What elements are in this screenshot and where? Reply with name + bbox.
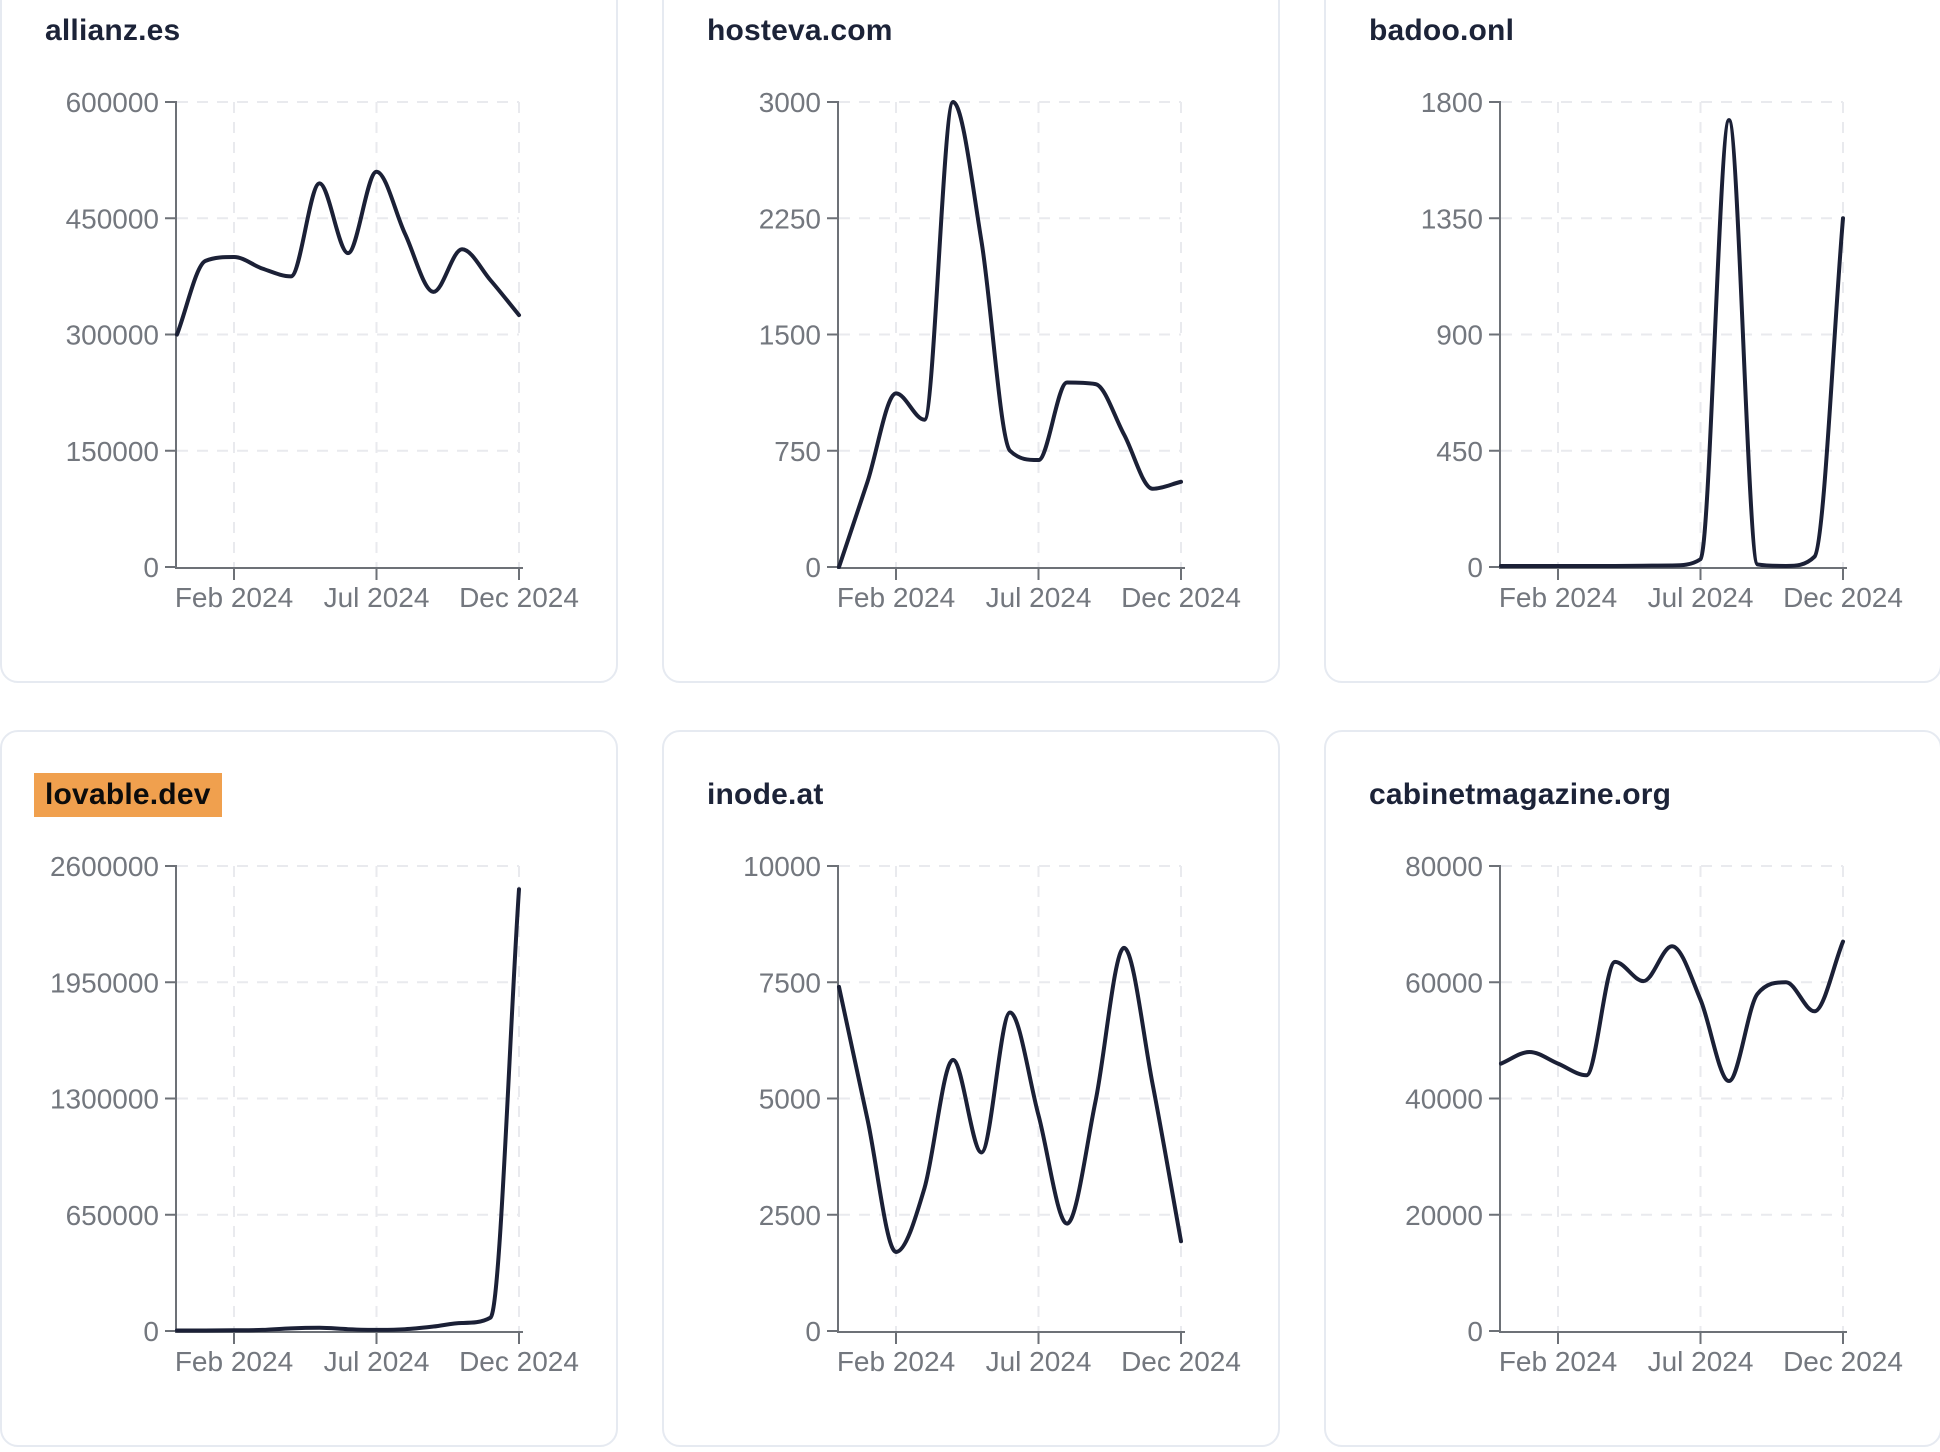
y-axis-tick-label: 80000 — [1405, 851, 1483, 882]
y-axis-tick-label: 0 — [143, 1316, 159, 1347]
x-axis-tick-label: Dec 2024 — [1783, 1346, 1903, 1377]
domain-card-lovable-dev[interactable]: 0 650000 1300000 1950000 2600000 Feb 2024 Jul … — [0, 730, 618, 1447]
y-axis-tick-label: 60000 — [1405, 967, 1483, 998]
y-axis-tick-label: 20000 — [1405, 1200, 1483, 1231]
y-axis-tick-label: 40000 — [1405, 1084, 1483, 1115]
x-axis-tick-label: Feb 2024 — [175, 1346, 293, 1377]
traffic-chart: 0 750 1500 2250 3000 Feb 2024 Jul 2024 Dec 2024 — [759, 87, 1241, 613]
y-axis-tick-label: 150000 — [66, 436, 159, 467]
y-axis-tick-label: 10000 — [743, 851, 821, 882]
y-axis-tick-label: 450000 — [66, 203, 159, 234]
y-axis-tick-label: 7500 — [759, 967, 821, 998]
domain-card-badoo-onl[interactable]: 0 450 900 1350 1800 Feb 2024 Jul 2024 Dec 2024 … — [1324, 0, 1940, 683]
traffic-chart: 0 20000 40000 60000 80000 Feb 2024 Jul 2024 Dec… — [1405, 851, 1903, 1377]
x-axis-tick-label: Feb 2024 — [1499, 582, 1617, 613]
y-axis-tick-label: 1950000 — [50, 967, 159, 998]
y-axis-tick-label: 2500 — [759, 1200, 821, 1231]
traffic-line — [175, 169, 521, 337]
x-axis-tick-label: Jul 2024 — [324, 582, 430, 613]
y-axis-tick-label: 600000 — [66, 87, 159, 118]
x-axis-tick-label: Dec 2024 — [1121, 582, 1241, 613]
domain-card-inode-at[interactable]: 0 2500 5000 7500 10000 Feb 2024 Jul 2024 Dec 20… — [662, 730, 1280, 1447]
traffic-chart: 0 650000 1300000 1950000 2600000 Feb 2024 Jul … — [50, 851, 579, 1377]
traffic-line — [1499, 118, 1845, 568]
y-axis-tick-label: 0 — [1467, 552, 1483, 583]
x-axis-tick-label: Jul 2024 — [1648, 1346, 1754, 1377]
domain-title: hosteva.com — [707, 14, 893, 47]
traffic-line — [837, 100, 1183, 569]
x-axis-tick-label: Jul 2024 — [986, 1346, 1092, 1377]
domain-title: cabinetmagazine.org — [1369, 778, 1672, 811]
traffic-line — [1499, 939, 1845, 1084]
traffic-chart: 0 150000 300000 450000 600000 Feb 2024 Jul 202… — [66, 87, 579, 613]
x-axis-tick-label: Dec 2024 — [459, 1346, 579, 1377]
traffic-line — [837, 945, 1183, 1254]
x-axis-tick-label: Jul 2024 — [986, 582, 1092, 613]
x-axis-tick-label: Feb 2024 — [837, 1346, 955, 1377]
domain-card-hosteva-com[interactable]: 0 750 1500 2250 3000 Feb 2024 Jul 2024 Dec 2024… — [662, 0, 1280, 683]
y-axis-tick-label: 900 — [1436, 320, 1483, 351]
x-axis-tick-label: Feb 2024 — [837, 582, 955, 613]
y-axis-tick-label: 2600000 — [50, 851, 159, 882]
y-axis-tick-label: 750 — [774, 436, 821, 467]
domain-card-cabinetmagazine-org[interactable]: 0 20000 40000 60000 80000 Feb 2024 Jul 2024 Dec… — [1324, 730, 1940, 1447]
y-axis-tick-label: 0 — [143, 552, 159, 583]
y-axis-tick-label: 650000 — [66, 1200, 159, 1231]
y-axis-tick-label: 1800 — [1421, 87, 1483, 118]
y-axis-tick-label: 0 — [805, 552, 821, 583]
x-axis-tick-label: Feb 2024 — [175, 582, 293, 613]
y-axis-tick-label: 300000 — [66, 320, 159, 351]
domain-card-allianz-es[interactable]: 0 150000 300000 450000 600000 Feb 2024 Jul 202… — [0, 0, 618, 683]
y-axis-tick-label: 0 — [805, 1316, 821, 1347]
y-axis-tick-label: 450 — [1436, 436, 1483, 467]
y-axis-tick-label: 3000 — [759, 87, 821, 118]
domain-title: allianz.es — [45, 14, 181, 47]
y-axis-tick-label: 0 — [1467, 1316, 1483, 1347]
traffic-line — [175, 887, 521, 1333]
domain-title: badoo.onl — [1369, 14, 1515, 47]
y-axis-tick-label: 1500 — [759, 320, 821, 351]
x-axis-tick-label: Dec 2024 — [459, 582, 579, 613]
y-axis-tick-label: 1300000 — [50, 1084, 159, 1115]
x-axis-tick-label: Jul 2024 — [324, 1346, 430, 1377]
traffic-chart: 0 450 900 1350 1800 Feb 2024 Jul 2024 Dec 2024 — [1421, 87, 1903, 613]
x-axis-tick-label: Dec 2024 — [1783, 582, 1903, 613]
x-axis-tick-label: Feb 2024 — [1499, 1346, 1617, 1377]
y-axis-tick-label: 5000 — [759, 1084, 821, 1115]
x-axis-tick-label: Jul 2024 — [1648, 582, 1754, 613]
domain-title: inode.at — [707, 778, 824, 811]
y-axis-tick-label: 2250 — [759, 203, 821, 234]
domain-title-highlighted: lovable.dev — [34, 773, 222, 817]
x-axis-tick-label: Dec 2024 — [1121, 1346, 1241, 1377]
y-axis-tick-label: 1350 — [1421, 203, 1483, 234]
traffic-chart: 0 2500 5000 7500 10000 Feb 2024 Jul 2024 Dec 20… — [743, 851, 1241, 1377]
